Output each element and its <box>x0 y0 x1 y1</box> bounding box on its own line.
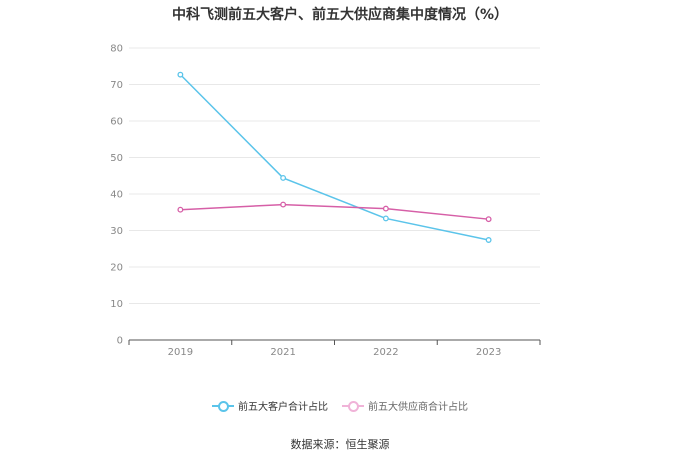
y-tick-label: 40 <box>110 190 123 201</box>
y-tick-label: 10 <box>110 299 123 310</box>
legend-label-customers: 前五大客户合计占比 <box>238 402 328 413</box>
data-point-series-2 <box>280 201 287 208</box>
x-tick-label: 2019 <box>168 347 193 358</box>
y-tick-label: 80 <box>110 44 123 55</box>
y-tick-label: 70 <box>110 80 123 91</box>
legend-swatch-suppliers-icon <box>342 400 364 412</box>
data-point-series-2 <box>382 205 389 212</box>
legend: 前五大客户合计占比 前五大供应商合计占比 <box>0 398 680 413</box>
y-tick-label: 60 <box>110 117 123 128</box>
data-point-series-1 <box>177 71 184 78</box>
data-point-series-1 <box>382 215 389 222</box>
x-tick-label: 2023 <box>476 347 501 358</box>
y-tick-label: 30 <box>110 226 123 237</box>
y-tick-label: 0 <box>117 336 123 347</box>
data-source: 数据来源：恒生聚源 <box>290 438 390 451</box>
data-point-series-1 <box>280 174 287 181</box>
series-line-1 <box>179 74 489 241</box>
y-tick-label: 50 <box>110 153 123 164</box>
data-point-series-2 <box>177 206 184 213</box>
x-tick-label: 2022 <box>373 347 398 358</box>
legend-swatch-customers-icon <box>212 400 234 412</box>
legend-item-customers[interactable]: 前五大客户合计占比 <box>212 398 328 413</box>
legend-item-suppliers[interactable]: 前五大供应商合计占比 <box>342 398 468 413</box>
y-tick-label: 20 <box>110 263 123 274</box>
legend-label-suppliers: 前五大供应商合计占比 <box>368 402 468 413</box>
chart-title: 中科飞测前五大客户、前五大供应商集中度情况（%） <box>171 7 509 23</box>
x-tick-label: 2021 <box>270 347 295 358</box>
data-point-series-2 <box>485 216 492 223</box>
data-point-series-1 <box>485 237 492 243</box>
series-line-2 <box>180 203 489 220</box>
